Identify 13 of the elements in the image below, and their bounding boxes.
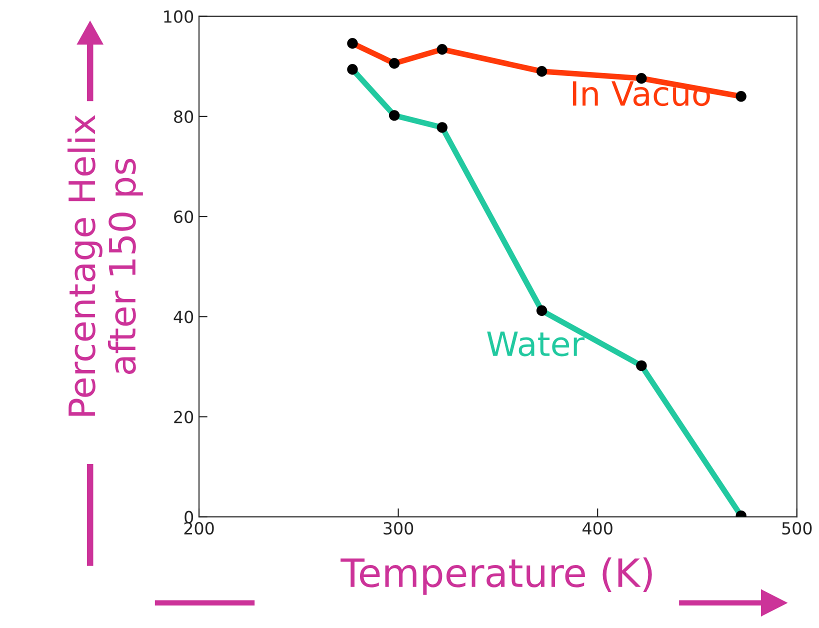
y-tick-label: 0 bbox=[184, 510, 194, 524]
y-tick-label: 60 bbox=[174, 210, 194, 224]
y-tick-label: 20 bbox=[174, 410, 194, 424]
series-label: Water bbox=[487, 332, 585, 356]
x-tick-label: 300 bbox=[384, 522, 414, 535]
x-axis-title: Temperature (K) bbox=[340, 557, 652, 595]
y-tick-label: 100 bbox=[164, 10, 194, 23]
y-axis-title: Percentage Helix after 150 ps bbox=[68, 115, 143, 416]
y-tick-label: 80 bbox=[174, 110, 194, 123]
y-tick-label: 40 bbox=[174, 310, 194, 324]
x-tick-label: 200 bbox=[184, 522, 214, 535]
x-tick-label: 400 bbox=[582, 522, 612, 535]
x-tick-label: 500 bbox=[782, 522, 812, 535]
